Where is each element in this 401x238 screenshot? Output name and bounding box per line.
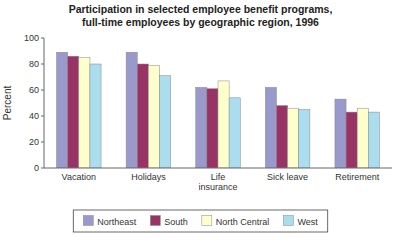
x-tick-label-line: Vacation xyxy=(62,172,96,182)
bar xyxy=(299,110,310,169)
y-tick-label: 60 xyxy=(29,85,39,95)
legend-label: West xyxy=(297,217,318,227)
x-tick-label-line: Life xyxy=(211,172,226,182)
y-tick-label: 100 xyxy=(24,33,39,43)
legend-swatch xyxy=(150,216,160,226)
x-axis-line xyxy=(44,168,392,169)
chart-container: Participation in selected employee benef… xyxy=(0,0,401,238)
bar xyxy=(218,81,229,168)
title-line: Participation in selected employee benef… xyxy=(69,3,333,15)
x-tick-label-line: Holidays xyxy=(131,172,166,182)
y-axis-label: Percent xyxy=(2,86,13,121)
bar xyxy=(137,64,148,168)
bar xyxy=(160,76,171,168)
x-tick-label-line: Sick leave xyxy=(267,172,308,182)
chart-svg: Participation in selected employee benef… xyxy=(0,0,401,238)
x-tick-label-line: insurance xyxy=(198,182,237,192)
legend-swatch xyxy=(83,216,93,226)
x-tick-label: Retirement xyxy=(335,172,380,182)
bar xyxy=(276,106,287,168)
x-tick-label: Holidays xyxy=(131,172,166,182)
bar xyxy=(346,112,357,168)
legend-swatch xyxy=(283,216,293,226)
y-tick-label: 80 xyxy=(29,59,39,69)
bars xyxy=(57,52,380,168)
chart-title: Participation in selected employee benef… xyxy=(69,3,333,28)
bar xyxy=(126,52,137,168)
bar xyxy=(207,89,218,168)
bar xyxy=(148,65,159,168)
bar xyxy=(196,87,207,168)
bar xyxy=(335,99,346,168)
x-tick-label-line: Retirement xyxy=(335,172,380,182)
legend-label: Northeast xyxy=(97,217,137,227)
bar xyxy=(229,98,240,168)
x-tick-label: Vacation xyxy=(62,172,96,182)
bar xyxy=(57,52,68,168)
title-line: full-time employees by geographic region… xyxy=(82,16,319,28)
background xyxy=(0,0,401,238)
bar xyxy=(368,112,379,168)
y-tick-label: 40 xyxy=(29,111,39,121)
y-tick-label: 20 xyxy=(29,137,39,147)
y-tick-label: 0 xyxy=(34,163,39,173)
legend-label: North Central xyxy=(216,217,270,227)
legend: Northeast South North Central West xyxy=(73,210,327,232)
legend-box xyxy=(73,210,327,232)
x-tick-label: Sick leave xyxy=(267,172,308,182)
y-axis-line xyxy=(44,38,45,168)
bar xyxy=(90,64,101,168)
bar xyxy=(357,108,368,168)
x-tick-label: Lifeinsurance xyxy=(198,172,237,192)
bar xyxy=(79,58,90,169)
bar xyxy=(68,56,79,168)
legend-label: South xyxy=(164,217,188,227)
bar xyxy=(265,87,276,168)
legend-swatch xyxy=(202,216,212,226)
bar xyxy=(288,108,299,168)
